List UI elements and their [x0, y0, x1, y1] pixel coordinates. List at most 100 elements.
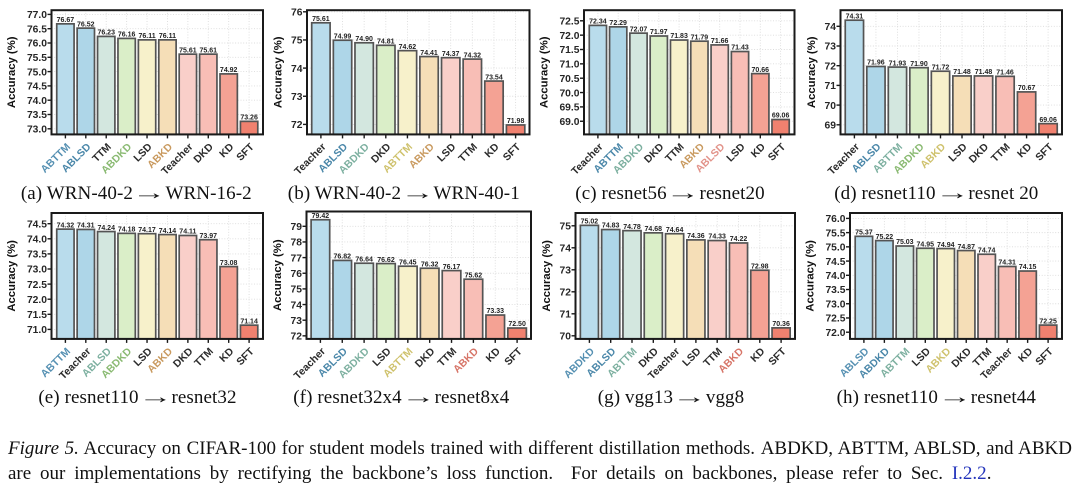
svg-text:71.79: 71.79	[691, 34, 709, 41]
svg-text:DKD: DKD	[413, 345, 438, 370]
svg-text:73.0: 73.0	[825, 299, 845, 310]
svg-text:73.5: 73.5	[27, 110, 47, 121]
svg-text:69.0: 69.0	[559, 117, 579, 128]
svg-text:70.66: 70.66	[752, 67, 770, 74]
svg-text:71.96: 71.96	[867, 60, 885, 67]
svg-text:TTM: TTM	[456, 141, 480, 165]
svg-text:74.24: 74.24	[97, 225, 115, 232]
svg-text:71.48: 71.48	[975, 69, 993, 76]
svg-text:73.54: 73.54	[485, 74, 503, 81]
svg-text:79.42: 79.42	[312, 213, 330, 220]
svg-text:74.81: 74.81	[377, 39, 395, 46]
svg-text:71.14: 71.14	[240, 318, 258, 325]
svg-text:75.5: 75.5	[825, 228, 845, 239]
svg-text:KD: KD	[1015, 141, 1035, 161]
svg-text:72.0: 72.0	[825, 328, 845, 339]
svg-text:ABKD: ABKD	[407, 141, 437, 171]
svg-text:DKD: DKD	[171, 345, 196, 370]
svg-text:75.22: 75.22	[876, 234, 894, 241]
svg-text:71.43: 71.43	[731, 45, 749, 52]
svg-text:71.98: 71.98	[507, 118, 525, 125]
svg-text:76.17: 76.17	[443, 264, 461, 271]
svg-text:75.61: 75.61	[200, 47, 218, 54]
svg-text:72.5: 72.5	[825, 314, 845, 325]
svg-text:SFT: SFT	[234, 141, 257, 164]
svg-text:71.66: 71.66	[711, 38, 729, 45]
svg-text:74.74: 74.74	[978, 247, 996, 254]
svg-text:75.02: 75.02	[581, 219, 599, 226]
svg-text:76: 76	[291, 269, 303, 280]
svg-text:SFT: SFT	[1033, 141, 1056, 164]
svg-text:69.06: 69.06	[772, 113, 790, 120]
svg-text:74.5: 74.5	[27, 82, 47, 93]
svg-text:TTM: TTM	[989, 141, 1013, 165]
svg-text:ABKD: ABKD	[918, 141, 948, 171]
svg-text:74.31: 74.31	[998, 260, 1016, 267]
svg-text:71.83: 71.83	[670, 33, 688, 40]
svg-text:74: 74	[291, 64, 303, 75]
svg-text:SFT: SFT	[766, 345, 789, 368]
svg-text:75.0: 75.0	[825, 243, 845, 254]
svg-text:SFT: SFT	[234, 345, 257, 368]
svg-text:71.0: 71.0	[559, 60, 579, 71]
svg-text:71: 71	[825, 81, 837, 92]
svg-text:DKD: DKD	[642, 141, 667, 166]
svg-text:KD: KD	[217, 141, 237, 161]
svg-text:76.5: 76.5	[27, 24, 47, 35]
svg-text:72.34: 72.34	[589, 19, 607, 26]
svg-text:70: 70	[825, 101, 837, 112]
svg-text:Accuracy (%): Accuracy (%)	[539, 36, 551, 108]
svg-text:70.36: 70.36	[772, 321, 790, 328]
svg-text:74.5: 74.5	[825, 257, 845, 268]
svg-text:76.11: 76.11	[138, 33, 155, 40]
svg-text:76.52: 76.52	[77, 21, 95, 28]
svg-text:74.31: 74.31	[846, 13, 864, 20]
svg-text:KD: KD	[1016, 345, 1036, 365]
svg-text:75.37: 75.37	[855, 230, 873, 237]
svg-text:71.97: 71.97	[650, 29, 668, 36]
svg-text:71.5: 71.5	[559, 45, 579, 56]
svg-text:75: 75	[291, 36, 303, 47]
svg-text:74.37: 74.37	[442, 51, 460, 58]
svg-text:Accuracy (%): Accuracy (%)	[272, 239, 284, 311]
svg-text:74.14: 74.14	[159, 228, 177, 235]
svg-text:69.06: 69.06	[1039, 117, 1057, 124]
svg-text:73: 73	[291, 316, 303, 327]
svg-text:72: 72	[291, 332, 303, 343]
svg-text:74.95: 74.95	[917, 241, 935, 248]
svg-text:76.23: 76.23	[97, 30, 115, 37]
svg-text:KD: KD	[482, 141, 502, 161]
svg-text:73: 73	[560, 266, 572, 277]
svg-text:74.31: 74.31	[77, 223, 95, 230]
svg-text:74.0: 74.0	[27, 235, 47, 246]
svg-text:74.22: 74.22	[730, 236, 748, 243]
svg-text:74.18: 74.18	[118, 227, 136, 234]
svg-text:SFT: SFT	[501, 141, 524, 164]
svg-text:73.5: 73.5	[27, 250, 47, 261]
svg-text:74.94: 74.94	[937, 242, 955, 249]
svg-text:76.16: 76.16	[118, 32, 136, 39]
svg-text:79: 79	[291, 222, 303, 233]
svg-text:75.62: 75.62	[465, 272, 483, 279]
svg-text:75.03: 75.03	[896, 239, 914, 246]
svg-text:KD: KD	[217, 345, 237, 365]
svg-text:70.0: 70.0	[559, 88, 579, 99]
svg-text:74.11: 74.11	[179, 229, 196, 236]
svg-text:76.0: 76.0	[27, 39, 47, 50]
svg-text:72: 72	[291, 120, 303, 131]
svg-text:73.08: 73.08	[220, 260, 238, 267]
svg-text:71.93: 71.93	[889, 60, 907, 67]
svg-text:76.0: 76.0	[825, 214, 845, 225]
svg-text:75: 75	[291, 285, 303, 296]
svg-text:70: 70	[560, 332, 572, 343]
svg-text:ABKD: ABKD	[451, 345, 481, 375]
svg-text:LSD: LSD	[435, 141, 459, 165]
svg-text:71.90: 71.90	[910, 61, 928, 68]
svg-text:73.97: 73.97	[200, 233, 218, 240]
svg-text:74.68: 74.68	[645, 226, 663, 233]
svg-text:LSD: LSD	[680, 345, 704, 369]
svg-text:72.5: 72.5	[27, 280, 47, 291]
svg-text:73: 73	[291, 92, 303, 103]
svg-text:71.5: 71.5	[27, 310, 47, 321]
svg-text:74.32: 74.32	[464, 52, 482, 59]
